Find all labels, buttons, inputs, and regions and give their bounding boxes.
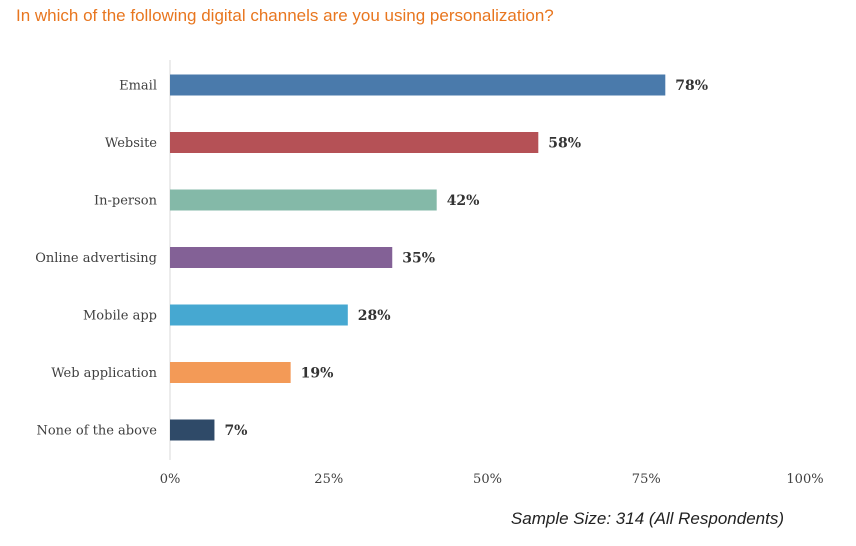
data-label: 28% [358,308,391,324]
category-label: None of the above [36,424,157,439]
x-tick-label: 100% [786,472,823,487]
category-label: Online advertising [35,251,157,266]
bar [170,74,666,96]
data-label: 42% [447,193,480,209]
data-label: 19% [301,366,334,382]
sample-size-note: Sample Size: 314 (All Respondents) [510,509,784,528]
category-label: Website [105,136,157,151]
x-tick-label: 75% [632,472,661,487]
chart-title: In which of the following digital channe… [16,6,554,25]
category-label: Mobile app [83,309,157,324]
data-label: 7% [224,423,247,439]
category-label: Web application [51,366,157,381]
x-tick-label: 50% [473,472,502,487]
data-label: 78% [675,78,708,94]
x-tick-label: 25% [314,472,343,487]
bar [170,132,539,153]
data-label: 58% [548,136,581,152]
bar [170,247,393,268]
category-label: In-person [94,194,158,209]
bar [170,189,437,211]
bar [170,304,348,326]
bar [170,362,291,383]
category-label: Email [119,79,157,94]
x-tick-label: 0% [160,472,181,487]
data-label: 35% [402,251,435,267]
bar [170,419,215,441]
